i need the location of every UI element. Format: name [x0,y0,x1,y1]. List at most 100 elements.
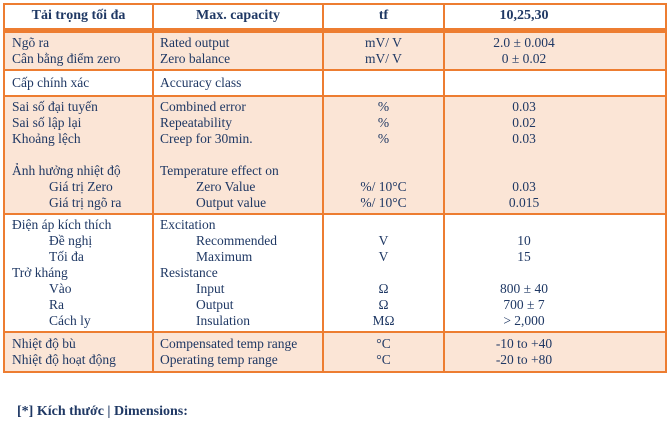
header-label-en: Max. capacity [196,8,280,23]
group-col-unit: % % % %/ 10°C %/ 10°C [324,97,445,213]
cell-vn: Cách ly [49,313,91,328]
header-label-value: 10,25,30 [499,8,549,23]
group-col-value: 2.0 ± 0.004 0 ± 0.02 [445,33,665,69]
group-col-unit: mV/ V mV/ V [324,33,445,69]
group-col-vn: Điện áp kích thích Đề nghị Tối đa Trở kh… [5,215,154,331]
cell-value: > 2,000 [503,313,545,328]
group-output: Ngõ ra Cân bằng điểm zero Rated output Z… [5,28,665,69]
cell-value: 2.0 ± 0.004 [493,35,555,50]
cell-value: 15 [517,249,531,264]
specification-table: Tải trọng tối đa Max. capacity tf 10,25,… [3,3,667,373]
cell-en: Compensated temp range [160,336,298,351]
cell-value-blank [445,147,603,163]
group-col-value: 10 15 800 ± 40 700 ± 7 > 2,000 [445,215,665,331]
group-col-en: Combined error Repeatability Creep for 3… [154,97,324,213]
header-label-vn: Tải trọng tối đa [31,8,126,23]
group-temperature-range: Nhiệt độ bù Nhiệt độ hoạt động Compensat… [5,331,665,371]
cell-value [445,75,603,91]
cell-en: Combined error [160,99,246,114]
group-col-unit: V V Ω Ω MΩ [324,215,445,331]
cell-unit [324,75,443,91]
group-col-vn: Ngõ ra Cân bằng điểm zero [5,33,154,69]
group-excitation-resistance: Điện áp kích thích Đề nghị Tối đa Trở kh… [5,213,665,331]
cell-unit: V [378,233,389,248]
cell-value-blank [445,265,603,281]
cell-unit: %/ 10°C [360,195,407,210]
cell-unit-blank [324,147,443,163]
cell-en: Output value [196,195,267,210]
cell-value: 700 ± 7 [503,297,545,312]
group-col-vn: Nhiệt độ bù Nhiệt độ hoạt động [5,333,154,371]
group-col-vn: Sai số đại tuyến Sai số lập lại Khoảng l… [5,97,154,213]
group-col-value: -10 to +40 -20 to +80 [445,333,665,371]
cell-en: Operating temp range [160,352,278,367]
cell-value: 0.03 [512,131,536,146]
cell-unit: Ω [378,297,389,312]
cell-vn: Cấp chính xác [12,75,90,90]
group-accuracy: Cấp chính xác Accuracy class [5,69,665,95]
cell-value-blank [445,217,603,233]
cell-unit: % [377,115,390,130]
group-col-en: Rated output Zero balance [154,33,324,69]
group-errors-temperature: Sai số đại tuyến Sai số lập lại Khoảng l… [5,95,665,213]
cell-unit: mV/ V [365,51,402,66]
cell-vn: Tối đa [49,249,84,264]
header-cell-unit: tf [324,5,445,28]
cell-en: Zero balance [160,51,231,66]
group-col-unit [324,71,445,95]
cell-value: -10 to +40 [495,336,553,351]
group-col-value: 0.03 0.02 0.03 0.03 0.015 [445,97,665,213]
cell-unit-blank [324,265,443,281]
cell-value: 10 [517,233,531,248]
header-cell-value: 10,25,30 [445,5,665,28]
header-label-unit: tf [378,8,389,23]
cell-en: Creep for 30min. [160,131,253,146]
cell-value: 0 ± 0.02 [501,51,547,66]
cell-value: 0.02 [512,115,536,130]
cell-en: Recommended [196,233,277,248]
cell-vn-blank [12,147,152,163]
cell-en: Insulation [196,313,250,328]
group-col-value [445,71,665,95]
cell-value: 0.03 [512,99,536,114]
cell-vn: Ra [49,297,64,312]
group-col-unit: °C °C [324,333,445,371]
cell-unit: °C [376,352,391,367]
cell-en-blank [160,147,322,163]
cell-en: Repeatability [160,115,232,130]
table-header-row: Tải trọng tối đa Max. capacity tf 10,25,… [5,5,665,28]
cell-vn: Nhiệt độ bù [12,336,76,351]
cell-en: Rated output [160,35,230,50]
header-cell-en: Max. capacity [154,5,324,28]
cell-en: Maximum [196,249,253,264]
cell-unit: %/ 10°C [360,179,407,194]
cell-vn: Trở kháng [12,265,68,280]
cell-unit: mV/ V [365,35,402,50]
cell-vn: Cân bằng điểm zero [12,51,121,66]
header-cell-vn: Tải trọng tối đa [5,5,154,28]
cell-unit: MΩ [372,313,395,328]
cell-vn: Điện áp kích thích [12,217,112,232]
cell-en: Resistance [160,265,218,280]
cell-vn: Sai số lập lại [12,115,82,130]
cell-vn: Sai số đại tuyến [12,99,98,114]
cell-vn: Giá trị ngõ ra [49,195,122,210]
cell-unit: % [377,99,390,114]
group-col-en: Accuracy class [154,71,324,95]
cell-unit-blank [324,217,443,233]
cell-value: 800 ± 40 [500,281,548,296]
cell-value: 0.015 [508,195,540,210]
cell-en: Accuracy class [160,75,242,90]
group-col-en: Compensated temp range Operating temp ra… [154,333,324,371]
cell-unit: V [378,249,389,264]
cell-vn: Ngõ ra [12,35,50,50]
dimensions-note: [*] Kích thước | Dimensions: [17,404,188,419]
cell-vn: Vào [49,281,72,296]
group-col-vn: Cấp chính xác [5,71,154,95]
cell-vn: Đề nghị [49,233,93,248]
cell-vn: Khoảng lệch [12,131,81,146]
cell-unit-blank [324,163,443,179]
group-col-en: Excitation Recommended Maximum Resistanc… [154,215,324,331]
cell-value: -20 to +80 [495,352,553,367]
